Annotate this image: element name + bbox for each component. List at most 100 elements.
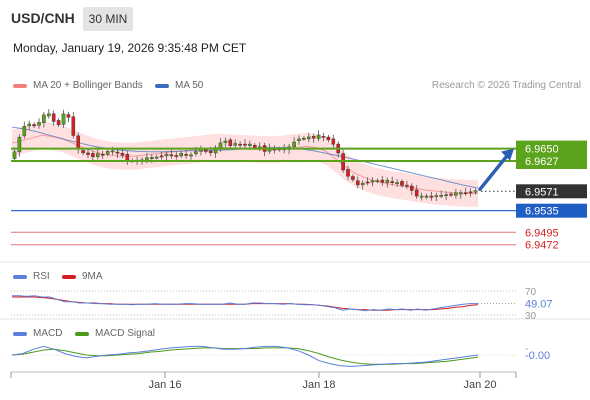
candle-body bbox=[365, 181, 370, 184]
candle-body bbox=[208, 150, 213, 153]
timeframe-button[interactable]: 30 MIN bbox=[83, 7, 133, 31]
rsi-ma-line bbox=[12, 296, 479, 311]
ma20-legend-label: MA 20 + Bollinger Bands bbox=[33, 80, 143, 91]
candle-body bbox=[194, 151, 198, 154]
candle-body bbox=[473, 190, 478, 193]
rsi-line bbox=[12, 295, 478, 312]
macd-value-label: -0.00 bbox=[525, 350, 550, 362]
timestamp: Monday, January 19, 2026 9:35:48 PM CET bbox=[13, 41, 247, 55]
macd-zero-label: - bbox=[525, 344, 528, 355]
resistance-label-1: 6.9650 bbox=[525, 144, 559, 156]
support-red-label: 6.9472 bbox=[525, 240, 559, 252]
candle-body bbox=[154, 156, 159, 159]
candle-body bbox=[356, 180, 360, 186]
candle-body bbox=[410, 185, 414, 191]
candle-body bbox=[331, 138, 336, 145]
macd-signal-legend-label: MACD Signal bbox=[95, 328, 156, 339]
candle-body bbox=[81, 150, 85, 154]
candle-body bbox=[149, 157, 154, 160]
forecast-arrow-head bbox=[501, 148, 514, 161]
candle-body bbox=[56, 120, 61, 126]
macd-line bbox=[11, 345, 479, 367]
macd-signal-legend-swatch bbox=[75, 332, 89, 336]
candle-body bbox=[385, 180, 390, 183]
credit-text: Research © 2026 Trading Central bbox=[431, 80, 581, 91]
rsi-ma-legend-swatch bbox=[62, 275, 76, 279]
candle-body bbox=[292, 141, 296, 148]
candle-body bbox=[12, 151, 17, 159]
rsi-value-label: 49.07 bbox=[525, 299, 553, 311]
candle-body bbox=[105, 150, 110, 155]
symbol-title: USD/CNH bbox=[11, 10, 75, 26]
candle-body bbox=[145, 157, 149, 161]
macd-legend-label: MACD bbox=[33, 328, 63, 339]
candle-body bbox=[159, 155, 164, 158]
candle-body bbox=[228, 139, 233, 146]
candle-body bbox=[95, 153, 100, 157]
candles bbox=[12, 109, 478, 201]
candle-body bbox=[302, 137, 306, 140]
candle-body bbox=[47, 113, 51, 117]
candle-body bbox=[233, 143, 238, 146]
bollinger-band bbox=[12, 121, 478, 207]
candle-body bbox=[179, 152, 184, 157]
macd-signal-line bbox=[11, 347, 479, 365]
x-tick-label: Jan 20 bbox=[463, 379, 496, 391]
candle-body bbox=[307, 136, 311, 139]
candle-body bbox=[27, 123, 32, 127]
candle-body bbox=[468, 191, 473, 194]
support-label-box bbox=[516, 203, 587, 218]
candle-body bbox=[32, 124, 36, 127]
x-tick-label: Jan 18 bbox=[302, 379, 335, 391]
ma20-legend-swatch bbox=[13, 84, 27, 88]
candle-body bbox=[110, 150, 115, 153]
candle-body bbox=[189, 154, 193, 157]
candle-body bbox=[243, 143, 247, 146]
candle-body bbox=[51, 113, 56, 122]
candle-body bbox=[375, 180, 380, 183]
candle-body bbox=[444, 194, 448, 197]
candle-body bbox=[61, 113, 66, 125]
candle-body bbox=[91, 153, 95, 158]
candle-body bbox=[351, 176, 355, 180]
x-tick-label: Jan 16 bbox=[148, 379, 181, 391]
candle-body bbox=[76, 135, 80, 150]
candle-body bbox=[380, 179, 385, 183]
candle-body bbox=[395, 182, 399, 184]
candle-body bbox=[297, 138, 301, 141]
rsi-ma-legend-label: 9MA bbox=[82, 271, 103, 282]
candle-body bbox=[360, 182, 365, 186]
rsi-legend-swatch bbox=[13, 275, 27, 279]
candle-body bbox=[203, 149, 208, 152]
rsi-level-label: 30 bbox=[525, 311, 537, 322]
candle-body bbox=[449, 193, 453, 196]
candle-body bbox=[37, 122, 41, 126]
candle-body bbox=[169, 154, 174, 157]
candle-body bbox=[174, 155, 179, 157]
candle-body bbox=[120, 152, 125, 156]
candle-body bbox=[164, 153, 169, 157]
candle-body bbox=[429, 195, 434, 198]
candle-body bbox=[400, 181, 404, 186]
candle-body bbox=[311, 136, 316, 139]
candle-body bbox=[248, 143, 252, 146]
support-label: 6.9535 bbox=[525, 206, 559, 218]
candle-body bbox=[459, 192, 463, 195]
candle-body bbox=[434, 195, 439, 198]
current-price-label-box bbox=[516, 184, 587, 199]
resistance-label-box bbox=[516, 140, 587, 169]
candle-body bbox=[390, 181, 395, 183]
candle-body bbox=[100, 153, 105, 156]
candle-body bbox=[316, 134, 321, 139]
candle-body bbox=[370, 180, 375, 183]
candle-body bbox=[22, 125, 27, 137]
candle-body bbox=[86, 152, 90, 155]
candle-body bbox=[321, 135, 326, 138]
macd-legend-swatch bbox=[13, 332, 27, 336]
candle-body bbox=[223, 140, 228, 143]
candle-body bbox=[115, 151, 120, 154]
candle-body bbox=[439, 194, 444, 197]
candle-body bbox=[454, 192, 458, 196]
candle-body bbox=[326, 136, 331, 141]
